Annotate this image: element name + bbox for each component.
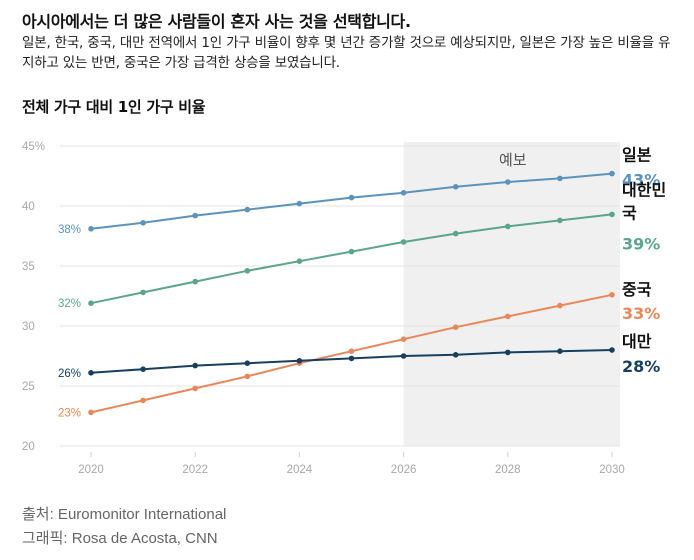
x-tick-label: 2026 (391, 464, 417, 476)
data-point (557, 217, 563, 224)
series-name-label: 중국 (622, 280, 652, 299)
data-point (140, 289, 146, 296)
x-tick-label: 2024 (287, 464, 313, 476)
x-tick-label: 2028 (495, 464, 521, 476)
data-point (88, 409, 94, 416)
x-tick-label: 2030 (599, 464, 625, 476)
data-point (505, 223, 511, 230)
y-tick-label: 30 (22, 321, 35, 333)
data-point (609, 292, 615, 298)
series-name-label: 일본 (622, 146, 652, 165)
data-point (140, 397, 146, 404)
forecast-label: 예보 (499, 151, 527, 169)
data-point (192, 212, 198, 219)
data-point (296, 358, 303, 364)
y-tick-label: 35 (22, 261, 35, 273)
data-point (400, 353, 407, 359)
data-point (244, 373, 251, 380)
forecast-band (403, 142, 620, 446)
x-tick-label: 2020 (78, 464, 104, 476)
series-points (88, 170, 615, 416)
data-point (557, 175, 563, 182)
data-point (505, 349, 511, 356)
y-tick-label: 25 (22, 381, 35, 393)
end-value-label: 28% (622, 357, 660, 376)
source-note: 출처: Euromonitor International (22, 506, 227, 523)
data-point (609, 347, 615, 353)
data-point (609, 170, 615, 177)
data-point (400, 239, 407, 245)
start-value-label: 32% (58, 298, 81, 310)
data-point (192, 385, 198, 392)
data-point (505, 179, 511, 185)
data-point (609, 211, 615, 218)
end-value-label: 43% (622, 171, 660, 190)
data-point (348, 194, 355, 201)
data-point (192, 362, 198, 369)
series-name-line: 국 (622, 203, 637, 222)
chart-title: 전체 가구 대비 1인 가구 비율 (22, 98, 206, 116)
forecast-region: 예보 (403, 142, 620, 446)
y-tick-label: 20 (22, 441, 35, 453)
data-point (400, 336, 407, 343)
start-value-label: 26% (58, 368, 81, 380)
line-chart: 예보 20 25 30 35 40 45% 2020 2022 2024 2026 2028 203… (22, 141, 666, 476)
x-tick-label: 2022 (182, 464, 208, 476)
data-point (140, 366, 146, 373)
headline: 아시아에서는 더 많은 사람들이 혼자 사는 것을 선택합니다. (22, 12, 411, 31)
data-point (88, 370, 94, 376)
graphic-credit: 그래픽: Rosa de Acosta, CNN (22, 530, 218, 547)
y-tick-label: 40 (22, 201, 35, 213)
data-point (192, 278, 198, 285)
data-point (140, 220, 146, 226)
x-axis-ticks: 2020 2022 2024 2026 2028 2030 (78, 452, 625, 476)
data-point (88, 300, 94, 307)
data-point (244, 268, 251, 274)
series-name-line: 대한민 (622, 180, 666, 199)
data-point (557, 302, 563, 309)
y-axis-ticks: 20 25 30 35 40 45% (22, 141, 45, 453)
y-tick-label: 45% (22, 141, 45, 153)
start-value-label: 23% (58, 407, 81, 419)
data-point (348, 248, 355, 255)
series-name-label: 대만 (622, 332, 652, 351)
data-point (452, 352, 459, 358)
data-point (452, 230, 459, 237)
data-point (557, 348, 563, 355)
end-value-label: 39% (622, 234, 660, 253)
data-point (400, 190, 407, 196)
subheadline: 일본, 한국, 중국, 대만 전역에서 1인 가구 비율이 향후 몇 년간 증가… (22, 35, 671, 71)
data-point (348, 348, 355, 355)
gridlines (60, 145, 620, 447)
data-point (296, 258, 303, 265)
data-point (452, 184, 459, 190)
end-value-label: 33% (622, 304, 660, 323)
start-value-label: 38% (58, 224, 81, 236)
data-point (88, 226, 94, 232)
data-point (348, 355, 355, 362)
data-point (505, 313, 511, 320)
data-point (452, 324, 459, 331)
data-point (244, 206, 251, 213)
data-point (296, 200, 303, 207)
data-point (244, 360, 251, 367)
